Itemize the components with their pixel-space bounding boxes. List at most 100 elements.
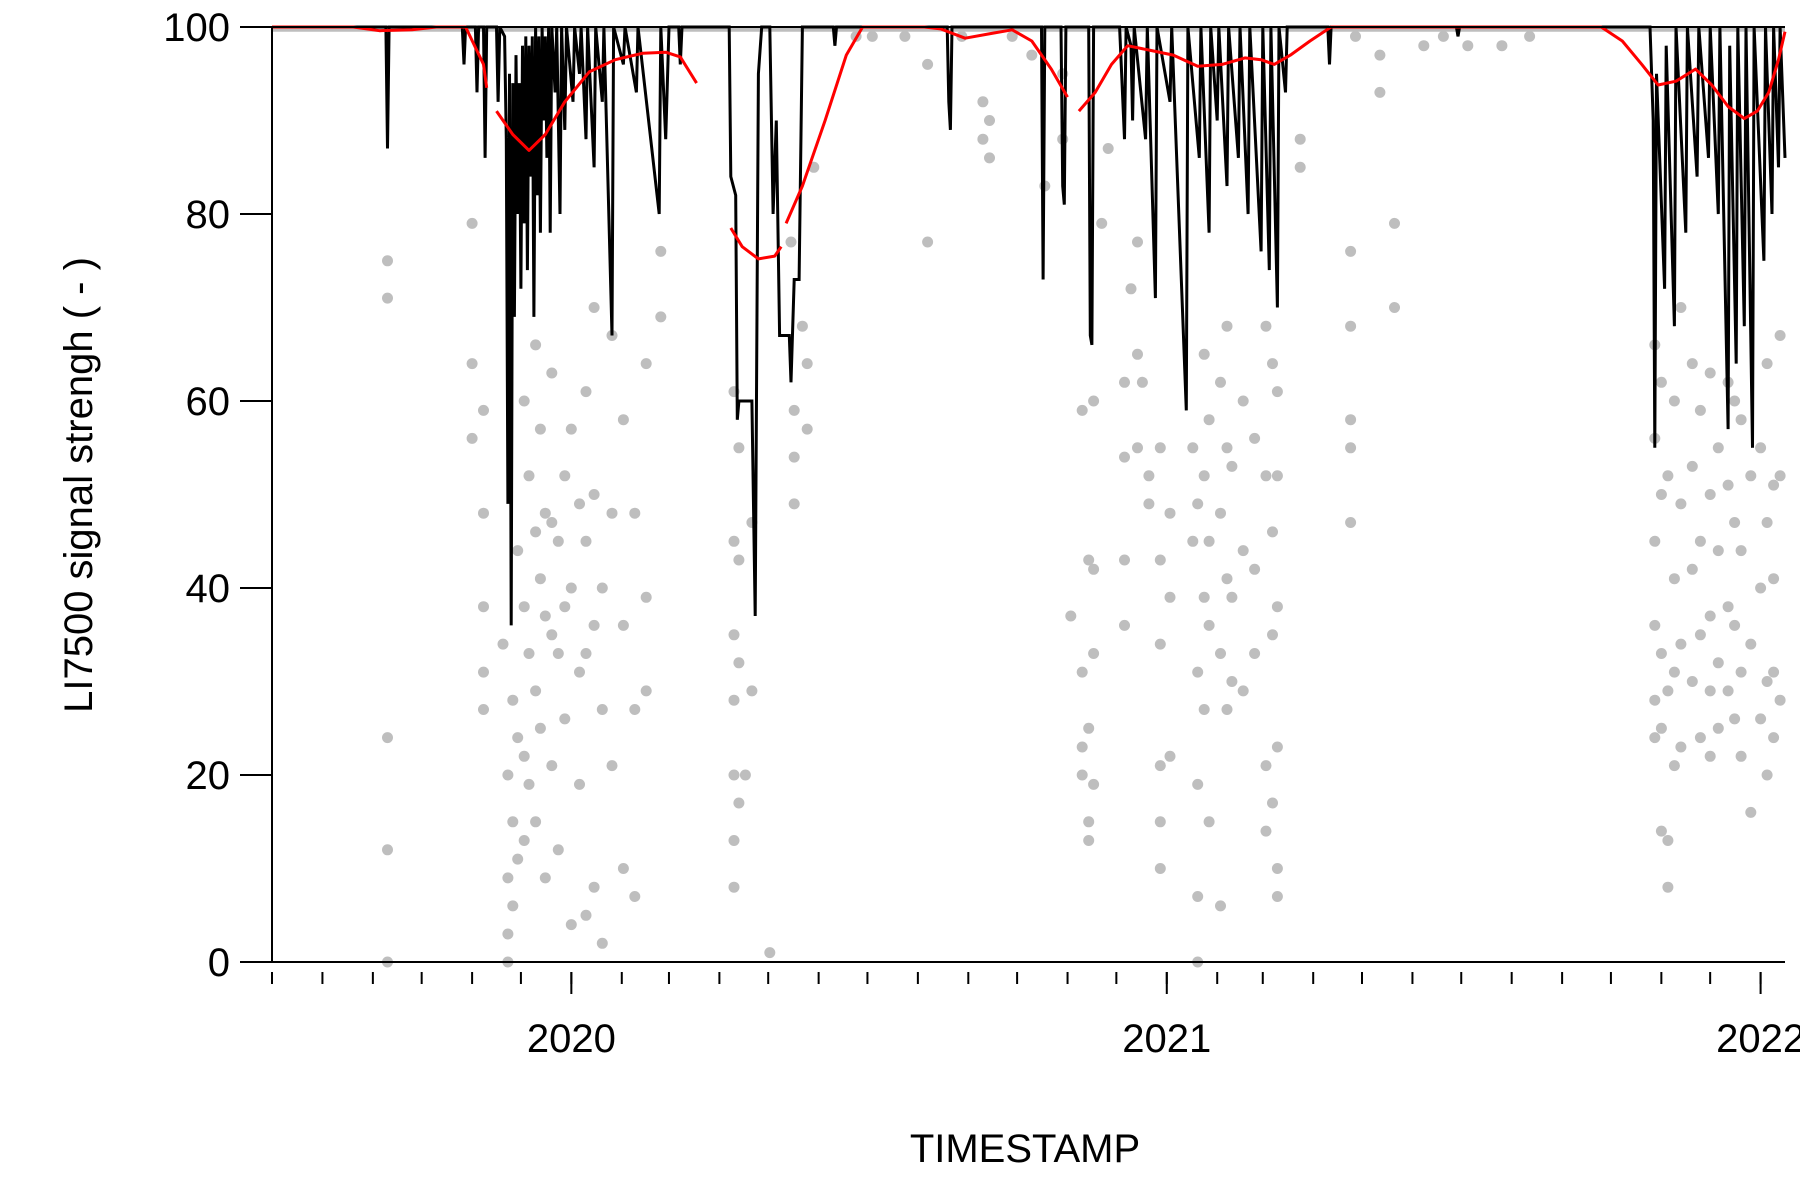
- scatter-point: [617, 619, 629, 631]
- scatter-point: [534, 423, 546, 435]
- scatter-point: [1655, 825, 1667, 837]
- scatter-point: [1345, 245, 1357, 257]
- scatter-point: [1350, 30, 1361, 42]
- scatter-point: [1267, 526, 1278, 538]
- scatter-point: [1076, 666, 1088, 678]
- scatter-point: [1729, 713, 1741, 725]
- scatter-point: [733, 797, 745, 809]
- scatter-point: [518, 601, 530, 613]
- scatter-point: [580, 535, 592, 547]
- scatter-point: [728, 769, 740, 781]
- scatter-point: [629, 507, 641, 519]
- scatter-point: [382, 292, 393, 304]
- scatter-point: [574, 498, 585, 510]
- scatter-point: [1088, 778, 1100, 790]
- scatter-point: [1694, 629, 1706, 641]
- scatter-point: [539, 872, 551, 884]
- x-tick-label: 2022: [1716, 1017, 1800, 1061]
- scatter-point: [1668, 666, 1680, 678]
- scatter-point: [746, 685, 758, 697]
- axes: 0 20 40 60 80 100 2020 2021 2022: [163, 6, 1800, 1061]
- scatter-point: [1271, 601, 1283, 613]
- scatter-point: [629, 891, 641, 902]
- scatter-point: [788, 498, 800, 510]
- scatter-point: [565, 582, 577, 594]
- scatter-point: [382, 732, 393, 744]
- scatter-point: [1198, 591, 1210, 603]
- plot-frame: [271, 26, 1785, 962]
- scatter-point: [1655, 376, 1667, 388]
- scatter-point: [1102, 143, 1114, 154]
- scatter-point: [1704, 750, 1716, 762]
- scatter-point: [984, 152, 995, 164]
- scatter-point: [1237, 395, 1249, 407]
- scatter-point: [530, 685, 542, 697]
- scatter-point: [1294, 133, 1306, 145]
- scatter-point: [1132, 348, 1143, 360]
- scatter-point: [552, 535, 564, 547]
- scatter-point: [1649, 619, 1661, 631]
- scatter-point: [1649, 732, 1661, 744]
- scatter-point: [764, 947, 776, 959]
- x-tick-label: 2020: [527, 1017, 616, 1061]
- scatter-point: [1083, 554, 1095, 566]
- scatter-point: [1374, 86, 1386, 98]
- scatter-point: [466, 358, 478, 370]
- scatter-point: [1675, 638, 1687, 650]
- scatter-point: [1249, 563, 1261, 575]
- scatter-point: [1345, 442, 1357, 454]
- scatter-point: [1192, 666, 1204, 678]
- scatter-point: [1083, 816, 1095, 828]
- scatter-point: [518, 395, 530, 407]
- scatter-point: [1655, 722, 1667, 734]
- scatter-point: [478, 404, 489, 416]
- scatter-point: [1712, 442, 1724, 454]
- scatter-point: [1215, 900, 1226, 912]
- scatter-point: [466, 432, 478, 444]
- scatter-point: [1083, 722, 1095, 734]
- scatter-point: [1083, 835, 1095, 846]
- scatter-point: [1712, 722, 1724, 734]
- scatter-point: [866, 30, 878, 42]
- scatter-point: [728, 881, 740, 893]
- scatter-point: [1154, 863, 1166, 874]
- scatter-point: [1260, 470, 1272, 482]
- scatter-point: [565, 919, 577, 931]
- scatter-point: [1389, 302, 1400, 313]
- scatter-point: [1154, 442, 1166, 454]
- scatter-point: [382, 255, 393, 267]
- scatter-point: [1088, 648, 1100, 659]
- scatter-point: [617, 414, 629, 426]
- y-tick-label: 0: [208, 941, 230, 985]
- scatter-point: [617, 863, 629, 874]
- scatter-point: [1675, 498, 1687, 510]
- scatter-point: [1267, 797, 1278, 809]
- scatter-point: [502, 928, 514, 940]
- scatter-point: [801, 423, 813, 435]
- scatter-point: [1768, 732, 1780, 744]
- scatter-point: [1686, 460, 1698, 472]
- scatter-point: [733, 442, 745, 454]
- scatter-point: [539, 610, 551, 622]
- scatter-point: [1187, 535, 1199, 547]
- scatter-point: [1267, 629, 1278, 641]
- scatter-point: [801, 358, 813, 370]
- scatter-point: [728, 629, 740, 641]
- scatter-point: [1675, 302, 1687, 313]
- scatter-point: [1668, 760, 1680, 772]
- scatter-point: [1154, 760, 1166, 772]
- scatter-point: [977, 96, 989, 108]
- scatter-point: [655, 311, 667, 323]
- scatter-point: [1524, 30, 1536, 42]
- scatter-point: [1345, 414, 1357, 426]
- scatter-point: [1006, 30, 1018, 42]
- scatter-point: [1215, 507, 1226, 519]
- scatter-point: [1221, 320, 1233, 332]
- x-axis-title: TIMESTAMP: [910, 1127, 1140, 1171]
- scatter-point: [728, 694, 740, 706]
- scatter-point: [1722, 601, 1734, 613]
- scatter-point: [1164, 591, 1176, 603]
- scatter-point: [977, 133, 989, 145]
- scatter-point: [580, 909, 592, 921]
- scatter-point: [1260, 760, 1272, 772]
